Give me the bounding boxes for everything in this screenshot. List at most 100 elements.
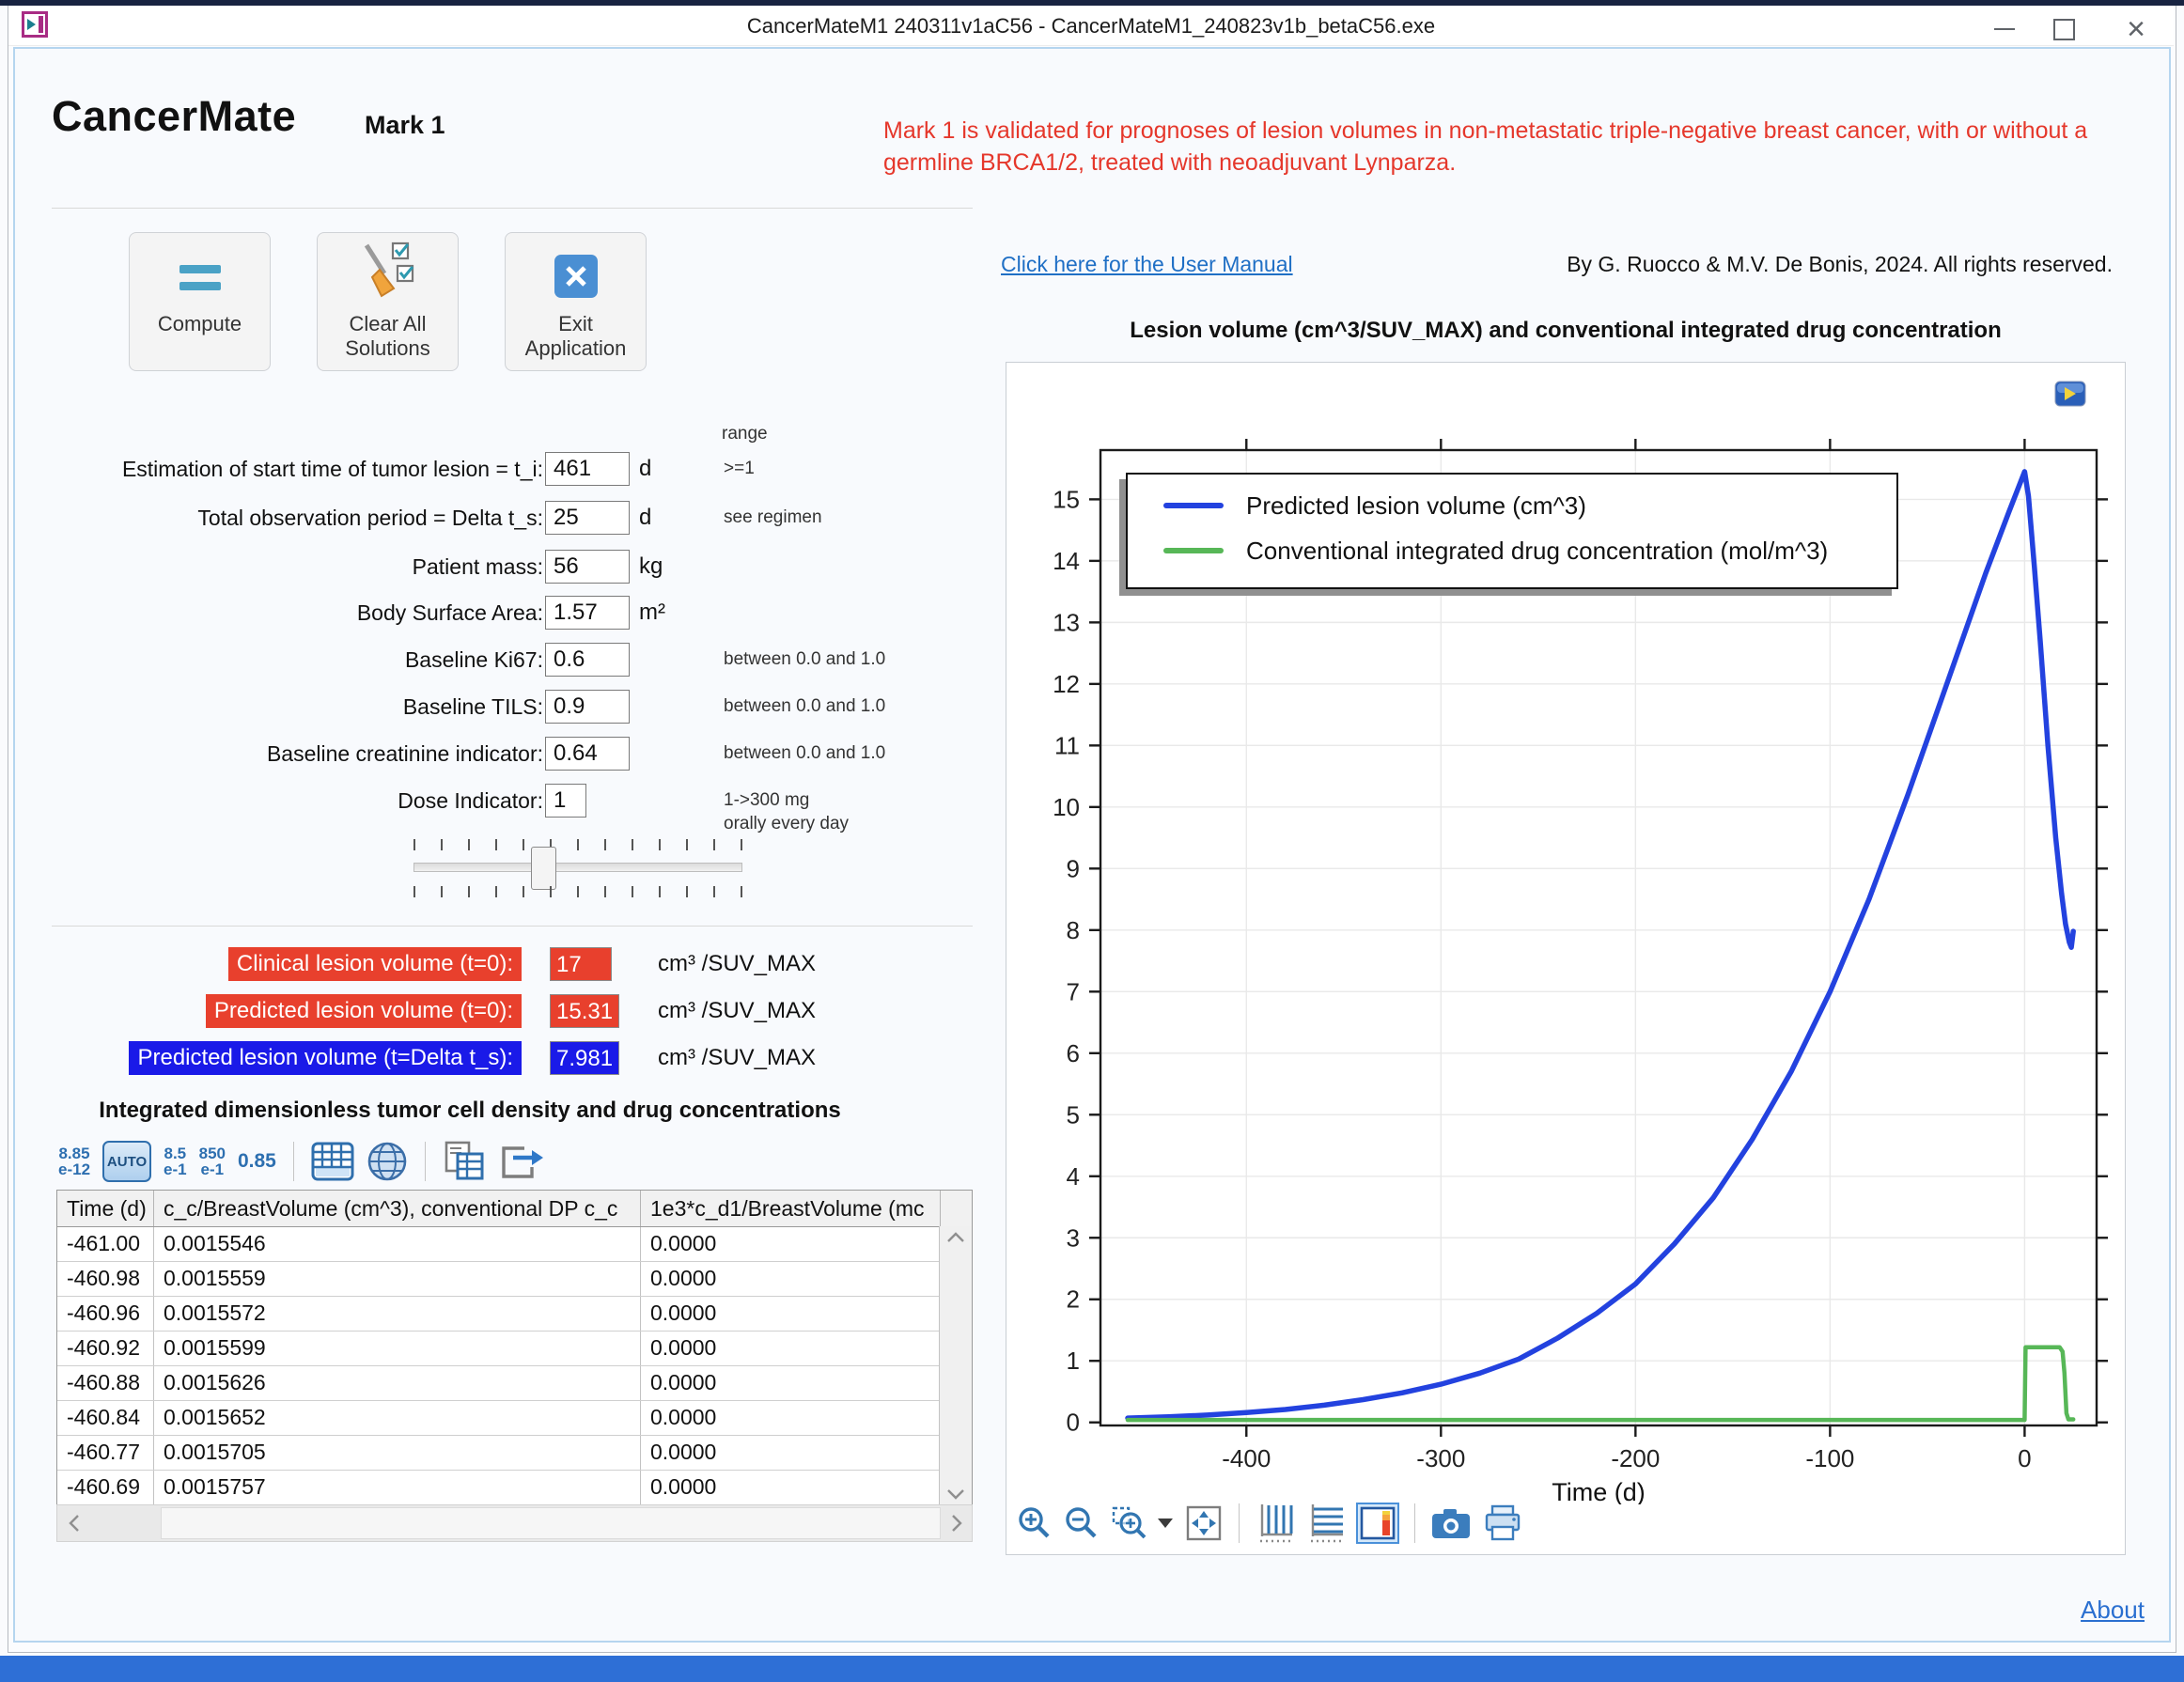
slider-tick — [632, 886, 633, 897]
table-cell: 0.0015559 — [154, 1262, 641, 1296]
result-row: Predicted lesion volume (t=0): 15.31 cm³ /… — [38, 994, 977, 1028]
brand-title: CancerMate — [52, 92, 297, 140]
table-row: -460.77 0.0015705 0.0000 — [57, 1436, 972, 1471]
field-input[interactable] — [545, 784, 586, 818]
field-input[interactable] — [545, 643, 630, 677]
result-label-wrap: Predicted lesion volume (t=0): — [38, 994, 522, 1028]
range-column-header: range — [722, 424, 768, 444]
y-tick-label: 0 — [1067, 1409, 1080, 1437]
toolbar-separator — [1239, 1503, 1240, 1543]
lesion-volume-chart[interactable]: -400 -300 -200 -100 00123456789101112131415T… — [1006, 363, 2127, 1504]
precision-engineering-button[interactable]: 850 e-1 — [198, 1145, 226, 1178]
input-row: Total observation period = Delta t_s: d se… — [38, 500, 977, 536]
slider-tick — [550, 886, 552, 897]
vertical-scrollbar[interactable] — [939, 1226, 972, 1505]
result-label-wrap: Predicted lesion volume (t=Delta t_s): — [38, 1041, 522, 1075]
dose-indicator-slider[interactable] — [413, 839, 742, 897]
field-input[interactable] — [545, 501, 630, 535]
zoom-out-icon[interactable] — [1064, 1505, 1100, 1541]
field-unit: d — [639, 505, 652, 530]
table-heading: Integrated dimensionless tumor cell dens… — [99, 1098, 841, 1123]
scroll-up-icon[interactable] — [946, 1232, 965, 1243]
scroll-left-icon[interactable] — [69, 1514, 80, 1533]
slider-tick — [604, 839, 606, 850]
field-input[interactable] — [545, 452, 630, 486]
scroll-right-icon[interactable] — [951, 1514, 962, 1533]
slider-tick — [632, 839, 633, 850]
user-manual-link[interactable]: Click here for the User Manual — [1001, 252, 1293, 276]
y-axis-grid-icon[interactable] — [1305, 1503, 1345, 1544]
about-link[interactable]: About — [2081, 1596, 2145, 1624]
result-label-wrap: Clinical lesion volume (t=0): — [38, 947, 522, 981]
horizontal-scroll-thumb[interactable] — [161, 1507, 941, 1539]
precision-scientific-button[interactable]: 8.5 e-1 — [164, 1145, 187, 1178]
zoom-in-icon[interactable] — [1017, 1505, 1053, 1541]
plot-window-icon[interactable] — [2053, 379, 2089, 409]
result-label: Predicted lesion volume (t=0): — [205, 994, 522, 1028]
globe-icon[interactable] — [367, 1141, 408, 1182]
slider-tick — [468, 886, 470, 897]
table-cell: -461.00 — [57, 1227, 154, 1261]
field-input[interactable] — [545, 690, 630, 724]
field-range-hint: >=1 — [724, 459, 755, 478]
y-tick-label: 13 — [1053, 608, 1080, 636]
maximize-button[interactable] — [2042, 13, 2085, 45]
table-cell: -460.98 — [57, 1262, 154, 1296]
y-tick-label: 12 — [1053, 670, 1080, 698]
table-row: -460.98 0.0015559 0.0000 — [57, 1262, 972, 1297]
slider-track[interactable] — [413, 863, 742, 872]
field-input[interactable] — [545, 550, 630, 584]
x-axis-grid-icon[interactable] — [1255, 1503, 1294, 1544]
exit-button-label: Exit Application — [524, 312, 627, 360]
toolbar-separator — [424, 1142, 426, 1181]
slider-thumb[interactable] — [530, 847, 556, 890]
validation-notice: Mark 1 is validated for prognoses of les… — [883, 117, 2088, 176]
table-format-toolbar: 8.85 e-12 AUTO 8.5 e-1 850 e-1 0.85 — [58, 1137, 545, 1186]
input-row: Baseline Ki67: between 0.0 and 1.0 — [38, 642, 977, 677]
precision-decimal-button[interactable]: 0.85 — [237, 1150, 276, 1172]
horizontal-scrollbar[interactable] — [56, 1504, 973, 1542]
zoom-extents-icon[interactable] — [1184, 1503, 1224, 1543]
minimize-button[interactable] — [1983, 13, 2026, 45]
close-button[interactable]: × — [2114, 13, 2158, 45]
snapshot-camera-icon[interactable] — [1430, 1506, 1472, 1540]
table-cell: 0.0000 — [641, 1366, 941, 1400]
copy-table-icon[interactable] — [443, 1141, 486, 1182]
field-input[interactable] — [545, 596, 630, 630]
x-tick-label: -300 — [1416, 1444, 1465, 1472]
exit-application-button[interactable]: Exit Application — [505, 232, 647, 371]
clear-all-solutions-button[interactable]: Clear All Solutions — [317, 232, 459, 371]
column-header: Time (d) — [57, 1191, 154, 1226]
table-row: -460.84 0.0015652 0.0000 — [57, 1401, 972, 1436]
results-data-table: Time (d) c_c/BreastVolume (cm^3), convent… — [56, 1190, 973, 1506]
table-header-row: Time (d) c_c/BreastVolume (cm^3), convent… — [57, 1191, 972, 1227]
table-cell: 0.0015705 — [154, 1436, 641, 1470]
field-range-hint: between 0.0 and 1.0 — [724, 696, 886, 716]
field-label: Estimation of start time of tumor lesion… — [121, 457, 543, 481]
field-unit: kg — [639, 553, 663, 579]
table-body: -461.00 0.0015546 0.0000 -460.98 0.0015559 0.… — [57, 1227, 972, 1505]
zoom-mode-dropdown-icon[interactable] — [1158, 1518, 1173, 1528]
scroll-down-icon[interactable] — [946, 1488, 965, 1500]
color-legend-icon[interactable] — [1356, 1503, 1399, 1544]
table-cell: 0.0000 — [641, 1227, 941, 1261]
field-label: Baseline TILS: — [402, 694, 543, 719]
zoom-box-icon[interactable] — [1111, 1505, 1148, 1541]
result-label: Clinical lesion volume (t=0): — [227, 947, 522, 981]
y-tick-label: 5 — [1067, 1100, 1080, 1129]
y-tick-label: 6 — [1067, 1039, 1080, 1067]
input-row: Body Surface Area: m² — [38, 595, 977, 631]
compute-button[interactable]: Compute — [129, 232, 271, 371]
field-input[interactable] — [545, 737, 630, 771]
toolbar-separator — [1414, 1503, 1415, 1543]
auto-format-button[interactable]: AUTO — [102, 1141, 152, 1182]
precision-full-button[interactable]: 8.85 e-12 — [58, 1145, 91, 1178]
table-grid-icon[interactable] — [311, 1142, 354, 1181]
print-icon[interactable] — [1483, 1504, 1522, 1542]
slider-tick — [741, 886, 742, 897]
result-unit: cm³ /SUV_MAX — [658, 951, 817, 976]
export-table-icon[interactable] — [498, 1143, 545, 1180]
slider-tick — [441, 839, 443, 850]
maximize-icon — [2052, 18, 2075, 40]
legend-entry: Predicted lesion volume (cm^3) — [1163, 491, 1586, 520]
